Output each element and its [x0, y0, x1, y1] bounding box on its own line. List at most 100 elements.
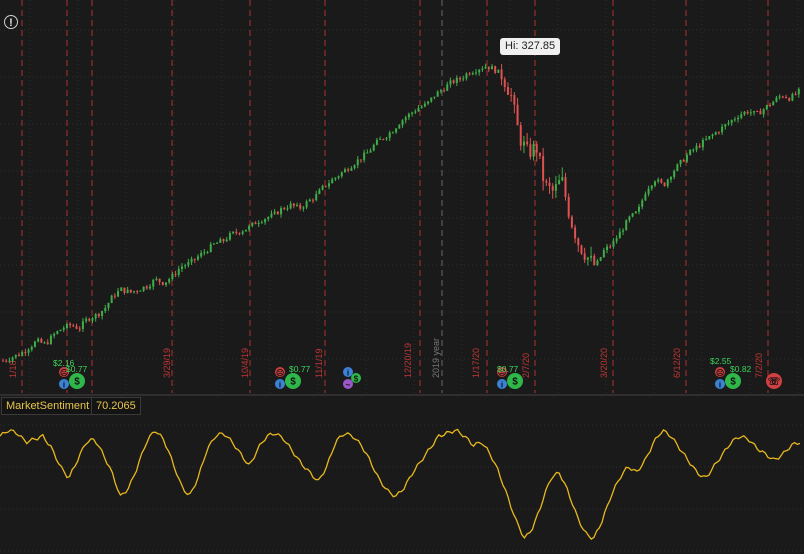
candle-body	[372, 144, 375, 151]
candle-body	[506, 87, 509, 95]
candle-body	[241, 231, 244, 234]
candle-body	[420, 106, 423, 108]
candle-body	[117, 291, 120, 297]
candle-body	[570, 216, 573, 228]
split-icon-glyph: ~	[346, 381, 351, 390]
candle-body	[436, 91, 439, 97]
candle-body	[244, 229, 247, 232]
candle-body	[168, 279, 171, 283]
candle-body	[187, 262, 190, 266]
candle-body	[91, 318, 94, 321]
candle-body	[21, 352, 24, 357]
candle-body	[359, 159, 362, 161]
candle-body	[337, 176, 340, 178]
candle-body	[526, 141, 529, 145]
candle-body	[468, 73, 471, 75]
candle-body	[615, 238, 618, 242]
candle-body	[14, 354, 17, 358]
candle-body	[711, 134, 714, 137]
candle-body	[40, 338, 43, 343]
candle-body	[129, 289, 132, 293]
candle-body	[216, 242, 219, 244]
candle-body	[695, 145, 698, 150]
candle-body	[180, 266, 183, 269]
candle-body	[797, 88, 800, 95]
candle-body	[353, 165, 356, 169]
candle-body	[267, 217, 270, 220]
candle-body	[404, 117, 407, 121]
candle-body	[490, 66, 493, 70]
candle-body	[462, 78, 465, 80]
date-divider-label: 6/12/20	[672, 348, 682, 378]
candle-body	[625, 220, 628, 231]
candle-body	[487, 66, 490, 70]
dividend-icon-glyph: $	[354, 375, 359, 384]
dividend-icon-glyph: $	[290, 377, 296, 388]
candle-body	[283, 208, 286, 210]
study-name-label[interactable]: MarketSentiment	[1, 397, 95, 415]
candle-body	[302, 207, 305, 209]
candle-body	[465, 73, 468, 79]
candle-body	[586, 257, 589, 260]
candle-body	[395, 128, 398, 133]
candle-body	[46, 342, 49, 345]
candle-body	[142, 286, 145, 291]
info-event-icon	[275, 379, 285, 389]
candle-body	[411, 112, 414, 114]
candle-body	[110, 295, 113, 304]
dividend-icon	[285, 373, 301, 389]
earnings-icon-glyph: ☹	[498, 369, 506, 378]
candle-body	[184, 265, 187, 267]
candle-body	[721, 126, 724, 133]
candle-body	[308, 199, 311, 202]
candle-body	[391, 132, 394, 134]
candle-body	[551, 186, 554, 191]
candle-body	[327, 183, 330, 187]
candle-body	[69, 323, 72, 326]
candle-body	[785, 96, 788, 99]
candle-body	[500, 69, 503, 80]
candle-body	[177, 268, 180, 275]
date-divider-label: 1/18	[8, 360, 18, 378]
candle-body	[698, 145, 701, 148]
candle-body	[529, 144, 532, 157]
candle-body	[133, 291, 136, 293]
candle-body	[375, 139, 378, 145]
candle-body	[398, 125, 401, 129]
candle-body	[676, 164, 679, 171]
candle-body	[75, 326, 78, 329]
candle-body	[641, 200, 644, 207]
candle-body	[717, 132, 720, 134]
candle-body	[647, 188, 650, 195]
candle-body	[762, 109, 765, 115]
candle-body	[56, 331, 59, 334]
date-divider-label: 1/17/20	[471, 348, 481, 378]
event-value-label: $0.82	[730, 364, 752, 374]
candle-body	[145, 286, 148, 289]
candle-body	[749, 112, 752, 114]
high-price-bubble: Hi: 327.85	[500, 38, 561, 55]
candle-body	[430, 97, 433, 102]
candle-body	[765, 105, 768, 110]
candle-body	[219, 239, 222, 243]
candle-body	[535, 144, 538, 153]
dividend-icon-glyph: $	[74, 377, 80, 388]
candle-body	[788, 98, 791, 101]
candle-body	[5, 360, 8, 362]
candle-body	[356, 159, 359, 166]
date-divider-label: 3/29/19	[162, 348, 172, 378]
candle-body	[689, 149, 692, 155]
candle-body	[235, 231, 238, 233]
candle-body	[238, 232, 241, 234]
exclamation-circle-icon[interactable]: !	[4, 15, 18, 29]
candle-body	[152, 279, 155, 287]
candle-body	[423, 103, 426, 107]
candle-body	[475, 72, 478, 74]
candle-body	[778, 96, 781, 98]
candle-body	[232, 231, 235, 234]
candle-body	[190, 258, 193, 263]
candle-body	[53, 333, 56, 336]
candle-body	[334, 177, 337, 180]
candle-body	[484, 66, 487, 69]
earnings-icon	[275, 367, 285, 377]
